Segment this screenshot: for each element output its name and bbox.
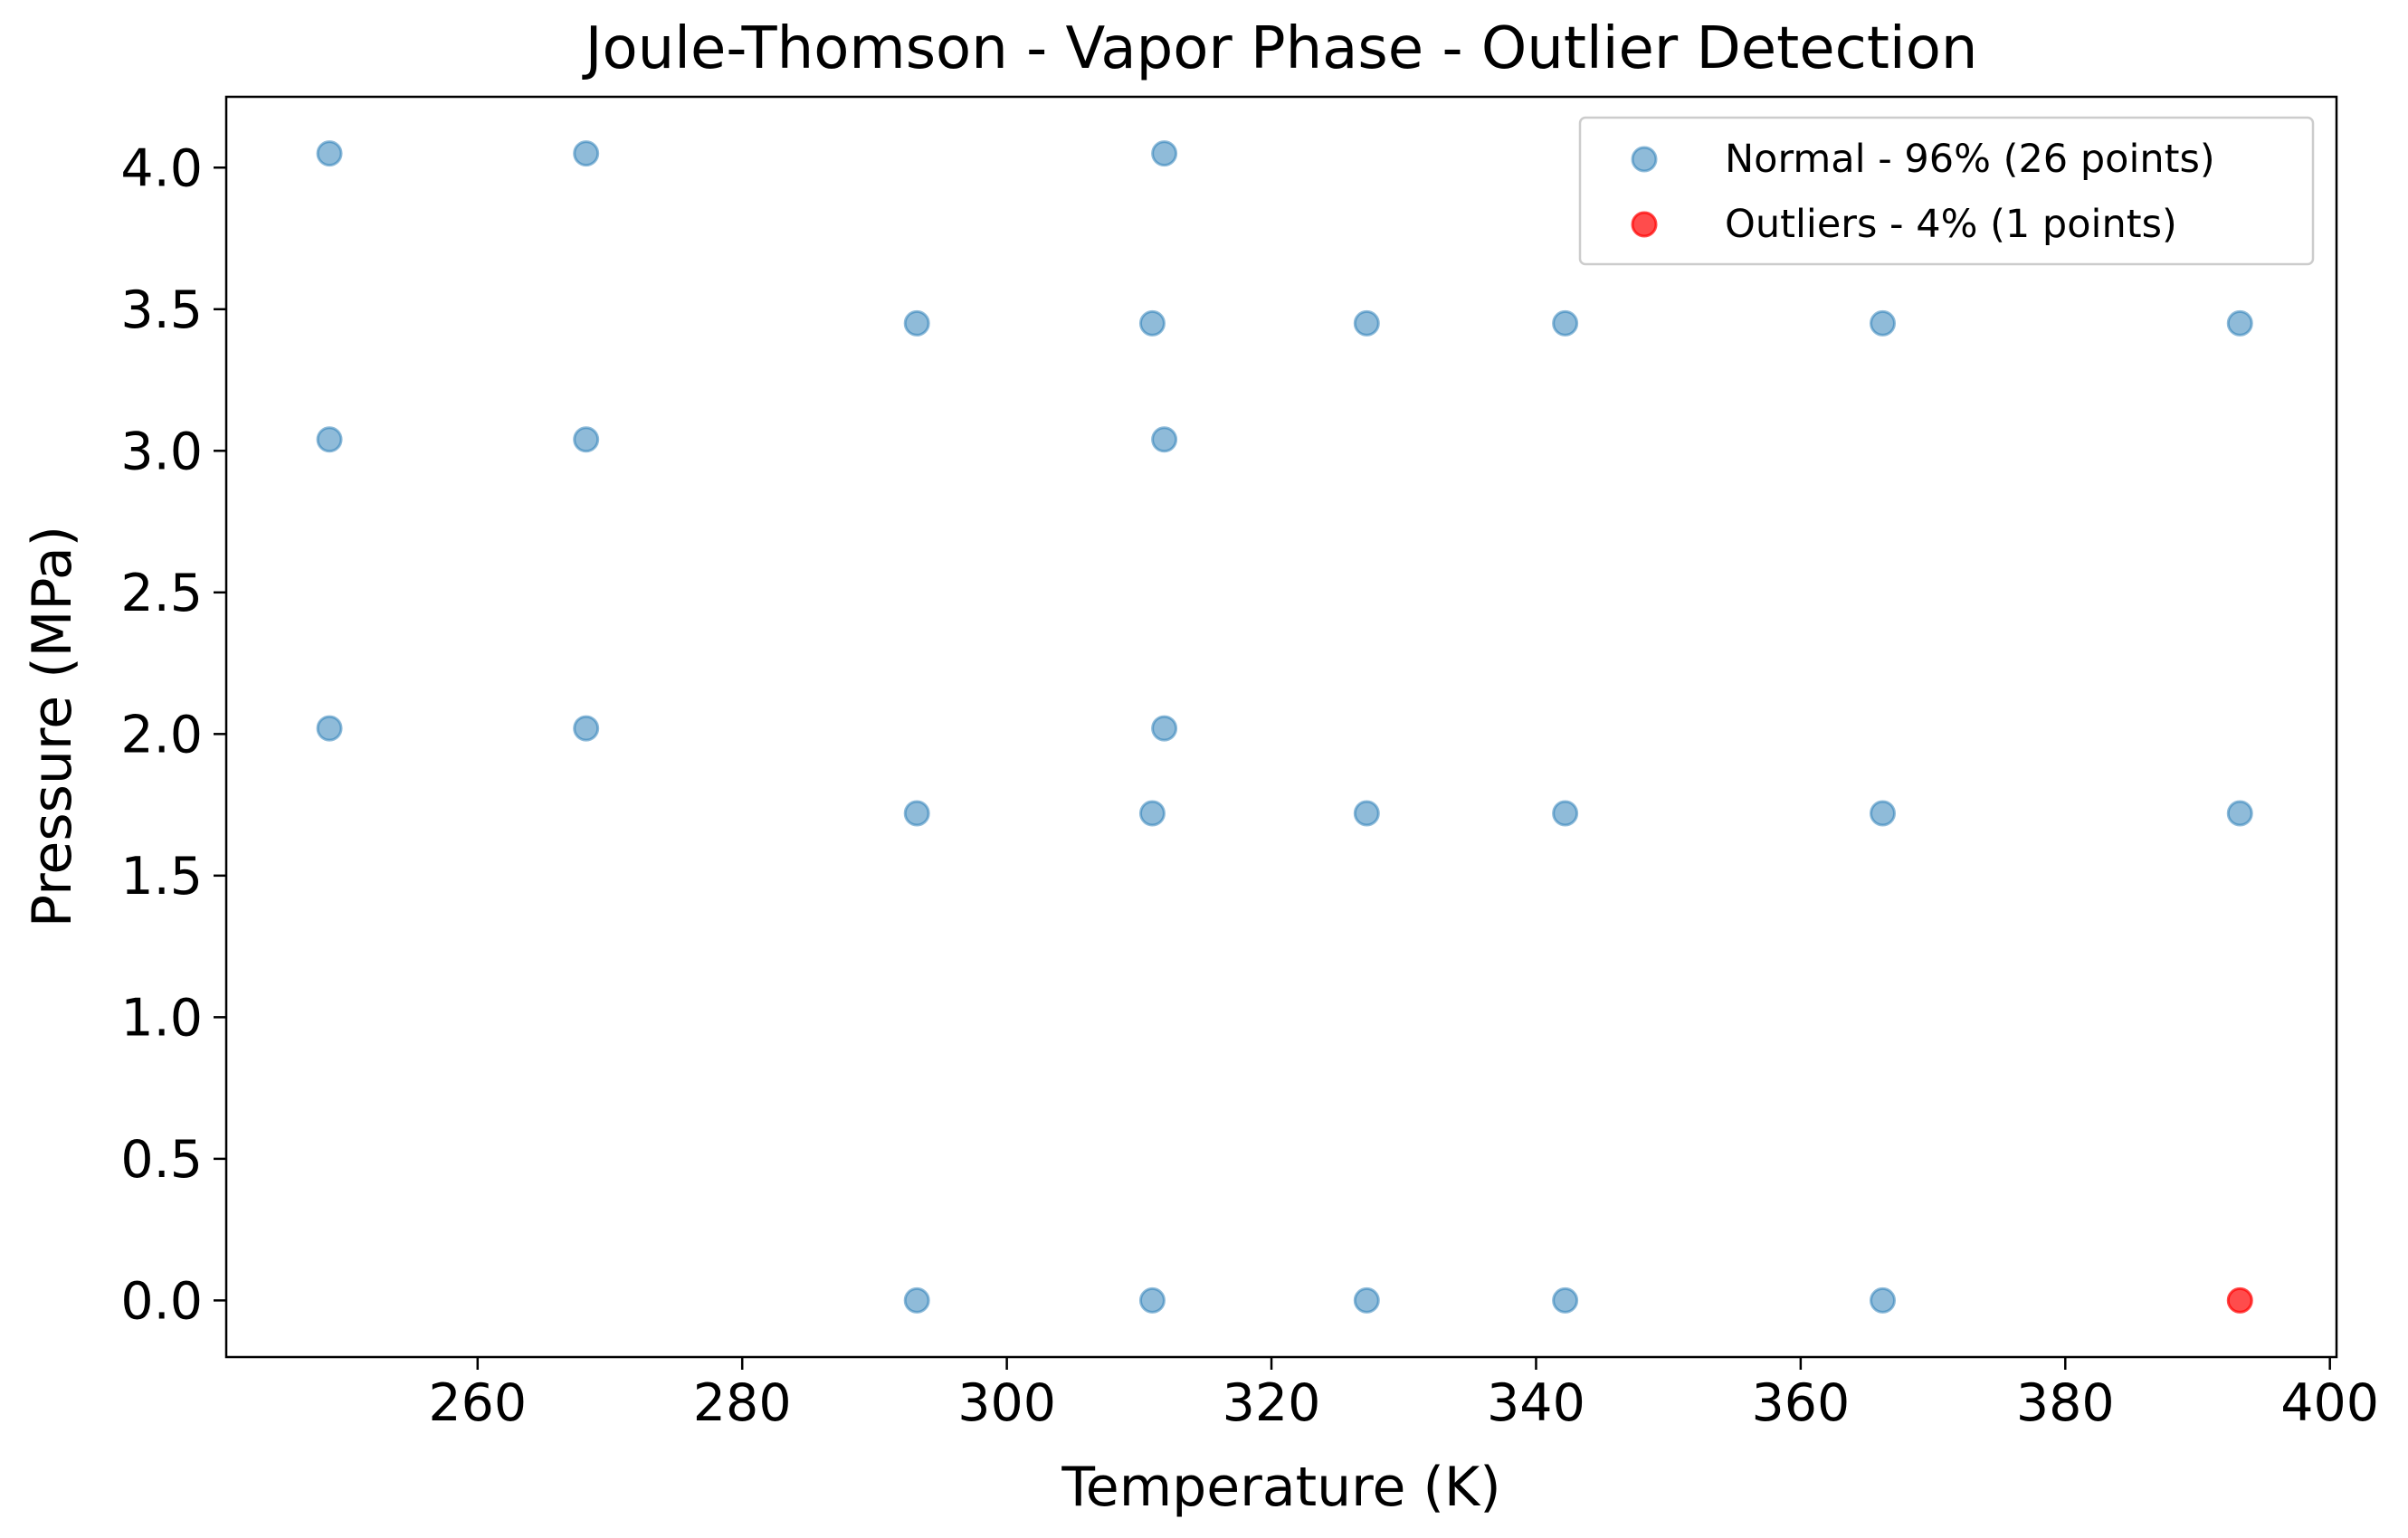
y-tick-label: 0.0: [120, 1271, 203, 1331]
outlier-point: [2226, 1286, 2253, 1314]
plot-area-frame: [224, 95, 2338, 1359]
legend-label-outliers: Outliers - 4% (1 points): [1725, 202, 2177, 247]
normal-point: [1138, 1286, 1166, 1314]
normal-point: [903, 800, 930, 827]
normal-point: [1870, 800, 1897, 827]
legend-label-normal: Normal - 96% (26 points): [1725, 137, 2215, 182]
y-tick-label: 1.5: [120, 847, 203, 907]
normal-point: [903, 1286, 930, 1314]
x-tick-label: 360: [1751, 1373, 1850, 1433]
normal-point: [316, 715, 343, 742]
y-tick-label: 4.0: [120, 138, 203, 198]
normal-point: [1151, 140, 1178, 167]
normal-point: [1552, 800, 1579, 827]
normal-point: [1353, 1286, 1380, 1314]
y-tick-label: 0.5: [120, 1130, 203, 1190]
x-tick-label: 400: [2280, 1373, 2379, 1433]
normal-point: [1138, 800, 1166, 827]
normal-point: [573, 140, 600, 167]
normal-point: [1151, 426, 1178, 453]
y-tick-label: 2.5: [120, 564, 203, 623]
normal-point: [2226, 309, 2253, 337]
chart-title: Joule-Thomson - Vapor Phase - Outlier De…: [582, 15, 1978, 82]
normal-point: [2226, 800, 2253, 827]
x-tick-label: 280: [693, 1373, 792, 1433]
x-axis-label: Temperature (K): [1061, 1456, 1500, 1519]
normal-point: [573, 426, 600, 453]
legend-marker-outliers: [1631, 211, 1658, 238]
normal-point: [316, 140, 343, 167]
x-tick-label: 300: [957, 1373, 1056, 1433]
x-tick-label: 320: [1223, 1373, 1321, 1433]
y-tick-label: 3.0: [120, 422, 203, 481]
data-points: [316, 140, 2253, 1314]
normal-point: [573, 715, 600, 742]
y-tick-label: 1.0: [120, 988, 203, 1048]
normal-point: [1870, 1286, 1897, 1314]
normal-point: [1552, 309, 1579, 337]
normal-point: [1353, 309, 1380, 337]
x-axis-ticks: 260 280 300 320 340 360 380 400: [428, 1357, 2379, 1433]
x-tick-label: 340: [1487, 1373, 1585, 1433]
normal-point: [1353, 800, 1380, 827]
legend-box: [1578, 116, 2315, 266]
normal-point: [1151, 715, 1178, 742]
normal-point: [1138, 309, 1166, 337]
normal-point: [316, 426, 343, 453]
y-axis-label: Pressure (MPa): [21, 526, 84, 927]
y-tick-label: 3.5: [120, 280, 203, 340]
x-tick-label: 380: [2016, 1373, 2115, 1433]
y-axis-ticks: 0.0 0.5 1.0 1.5 2.0 2.5 3.0 3.5 4.0: [120, 138, 226, 1331]
normal-point: [903, 309, 930, 337]
y-tick-label: 2.0: [120, 705, 203, 764]
normal-point: [1870, 309, 1897, 337]
legend: Normal - 96% (26 points) Outliers - 4% (…: [1578, 116, 2315, 266]
normal-point: [1552, 1286, 1579, 1314]
x-tick-label: 260: [428, 1373, 527, 1433]
legend-marker-normal: [1631, 146, 1658, 173]
